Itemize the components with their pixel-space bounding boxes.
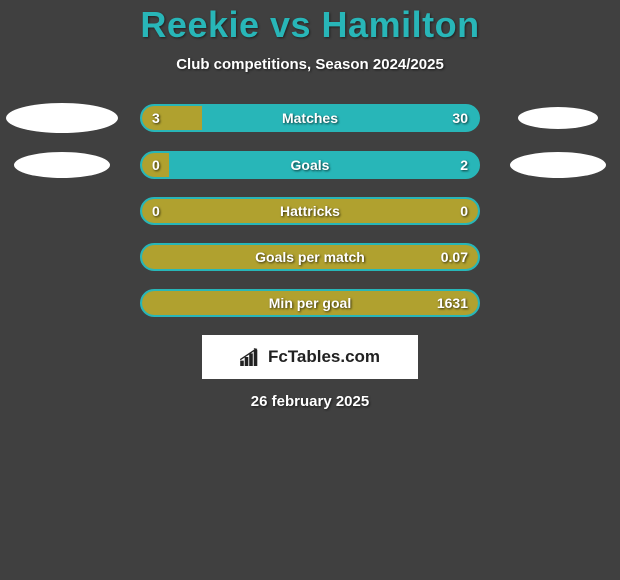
right-ellipse: [510, 152, 606, 178]
subtitle: Club competitions, Season 2024/2025: [0, 56, 620, 73]
stat-label: Matches: [142, 110, 478, 126]
stat-right-value: 1631: [437, 295, 468, 311]
stat-right-value: 30: [452, 110, 468, 126]
left-ellipse-slot: [2, 103, 122, 133]
stat-row: 3Matches30: [0, 103, 620, 133]
stat-bar: 0Goals2: [140, 151, 480, 179]
stat-label: Min per goal: [142, 295, 478, 311]
stat-row: 0Hattricks0: [0, 197, 620, 225]
stat-right-value: 2: [460, 157, 468, 173]
stat-bar: 3Matches30: [140, 104, 480, 132]
date-text: 26 february 2025: [0, 393, 620, 410]
stat-row: Min per goal1631: [0, 289, 620, 317]
stat-label: Goals per match: [142, 249, 478, 265]
stat-right-value: 0: [460, 203, 468, 219]
right-ellipse: [518, 107, 598, 129]
brand-badge: FcTables.com: [202, 335, 418, 379]
left-ellipse-slot: [2, 152, 122, 178]
right-ellipse-slot: [498, 152, 618, 178]
stat-label: Hattricks: [142, 203, 478, 219]
stat-bar: Min per goal1631: [140, 289, 480, 317]
stat-label: Goals: [142, 157, 478, 173]
page-title: Reekie vs Hamilton: [0, 4, 620, 46]
left-ellipse: [14, 152, 110, 178]
left-ellipse: [6, 103, 118, 133]
stat-right-value: 0.07: [441, 249, 468, 265]
stat-bar: Goals per match0.07: [140, 243, 480, 271]
bars-icon: [240, 348, 262, 366]
brand-text: FcTables.com: [268, 347, 380, 367]
stat-row: 0Goals2: [0, 151, 620, 179]
stat-row: Goals per match0.07: [0, 243, 620, 271]
stat-bar: 0Hattricks0: [140, 197, 480, 225]
right-ellipse-slot: [498, 107, 618, 129]
